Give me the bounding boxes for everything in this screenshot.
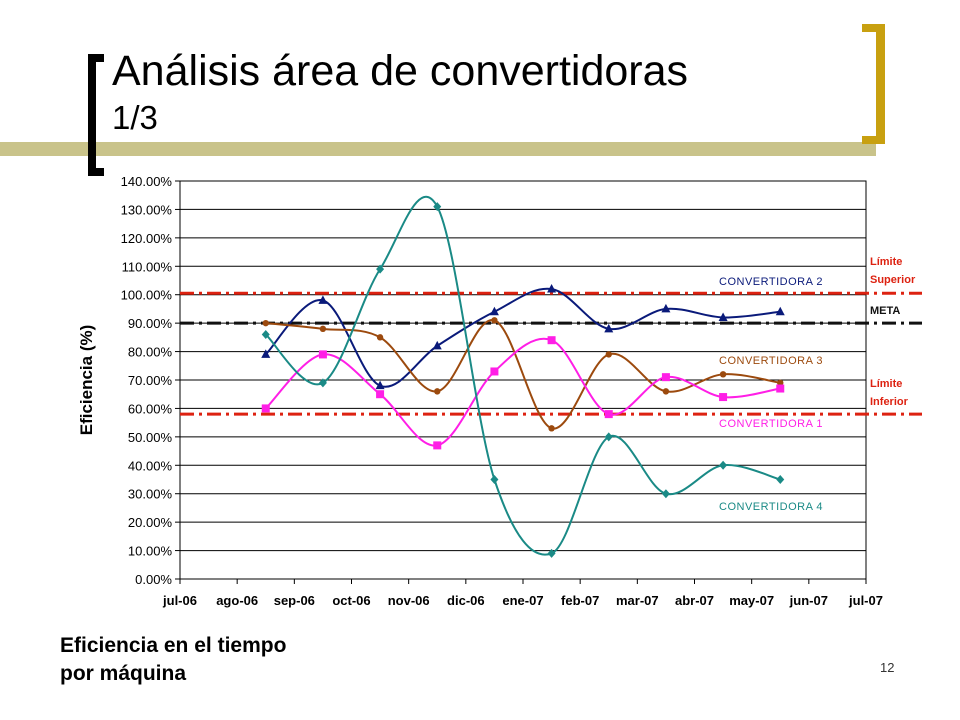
y-tick-label: 70.00% <box>128 373 173 388</box>
series-label: CONVERTIDORA 1 <box>719 418 823 430</box>
data-point <box>661 373 670 382</box>
reference-line-label: META <box>870 305 900 317</box>
x-tick-label: nov-06 <box>388 593 430 608</box>
y-tick-label: 140.00% <box>121 174 173 189</box>
series-line <box>265 287 781 388</box>
reference-line-label: Inferior <box>870 396 909 408</box>
data-point <box>661 303 671 313</box>
data-point <box>432 340 442 350</box>
series-line <box>265 319 781 430</box>
y-tick-label: 20.00% <box>128 515 173 530</box>
x-tick-label: mar-07 <box>616 593 659 608</box>
data-point <box>547 548 556 558</box>
x-tick-label: ene-07 <box>502 593 543 608</box>
y-tick-label: 120.00% <box>121 231 173 246</box>
x-tick-label: oct-06 <box>332 593 370 608</box>
caption-line-1: Eficiencia en el tiempo <box>60 634 287 657</box>
data-point <box>490 475 499 484</box>
data-point <box>376 390 385 399</box>
left-bracket-decor <box>88 54 104 176</box>
y-tick-label: 10.00% <box>128 544 173 559</box>
series-label: CONVERTIDORA 4 <box>719 501 823 513</box>
slide-title-main: Análisis área de convertidoras <box>112 47 689 95</box>
reference-line-label: Superior <box>870 274 916 286</box>
slide-title-sub: 1/3 <box>112 99 158 136</box>
y-tick-label: 30.00% <box>128 487 173 502</box>
chart-caption: Eficiencia en el tiempo por máquina <box>60 632 286 689</box>
series-label: CONVERTIDORA 2 <box>719 276 823 288</box>
data-point <box>433 441 442 450</box>
y-tick-label: 60.00% <box>128 401 173 416</box>
y-tick-label: 100.00% <box>121 288 173 303</box>
data-point <box>376 334 384 341</box>
y-axis-ticks: 0.00% 10.00% 20.00% 30.00% 40.00% 50.00% 60.00… <box>121 174 180 587</box>
data-point <box>261 404 270 413</box>
data-point <box>376 264 385 274</box>
y-tick-label: 40.00% <box>128 458 173 473</box>
data-point <box>776 475 785 484</box>
x-tick-label: jul-07 <box>848 593 883 608</box>
data-point <box>719 393 728 402</box>
data-point <box>318 350 327 359</box>
x-tick-label: abr-07 <box>675 593 714 608</box>
data-point <box>777 379 784 387</box>
reference-lines: Límite Superior META Límite Inferior <box>180 256 922 416</box>
x-tick-label: feb-07 <box>561 593 599 608</box>
data-series <box>261 196 785 558</box>
data-point <box>718 312 728 321</box>
x-tick-label: jun-07 <box>789 593 828 608</box>
y-tick-label: 110.00% <box>122 259 173 274</box>
data-point <box>490 367 499 376</box>
data-point <box>604 323 614 333</box>
x-tick-label: jul-06 <box>162 593 197 608</box>
caption-line-2: por máquina <box>60 662 187 686</box>
data-point <box>489 306 499 316</box>
data-point <box>262 319 269 327</box>
page-number: 12 <box>880 660 895 675</box>
data-point <box>434 388 441 395</box>
y-tick-label: 90.00% <box>128 316 173 331</box>
data-point <box>318 378 327 388</box>
x-tick-label: ago-06 <box>216 593 258 608</box>
data-point <box>319 325 327 333</box>
data-point <box>433 202 442 212</box>
data-point <box>719 460 728 470</box>
y-tick-label: 50.00% <box>128 430 173 445</box>
data-point <box>261 330 270 340</box>
y-tick-label: 0.00% <box>135 572 172 587</box>
x-axis-ticks: jul-06 ago-06 sep-06 oct-06 nov-06 dic-06 ene-… <box>162 579 883 608</box>
slide-title: Análisis área de convertidoras 1/3 <box>112 47 689 136</box>
right-bracket-decor <box>862 24 885 144</box>
data-point <box>318 295 328 304</box>
data-point <box>605 351 612 358</box>
data-point <box>775 306 785 316</box>
series-label: CONVERTIDORA 3 <box>719 355 823 367</box>
y-tick-label: 130.00% <box>121 202 173 217</box>
data-point <box>491 317 498 324</box>
series-labels: CONVERTIDORA 2 CONVERTIDORA 3 CONVERTIDORA… <box>719 276 823 513</box>
data-point <box>662 388 670 395</box>
x-tick-label: dic-06 <box>447 593 485 608</box>
y-tick-label: 80.00% <box>128 345 173 360</box>
reference-line-label: Límite <box>870 256 902 268</box>
series-line <box>265 337 781 447</box>
x-tick-label: sep-06 <box>274 593 315 608</box>
reference-line-label: Límite <box>870 378 902 390</box>
data-point <box>375 380 385 390</box>
data-point <box>547 284 557 293</box>
title-decor-bar <box>0 142 876 156</box>
data-point <box>776 384 785 393</box>
x-tick-label: may-07 <box>729 593 774 608</box>
data-point <box>604 410 613 419</box>
data-point <box>719 371 727 378</box>
data-point <box>548 425 555 432</box>
data-point <box>661 489 670 499</box>
data-point <box>547 336 556 345</box>
data-point <box>261 349 271 358</box>
data-point <box>604 432 613 442</box>
y-axis-label: Eficiencia (%) <box>77 325 96 436</box>
